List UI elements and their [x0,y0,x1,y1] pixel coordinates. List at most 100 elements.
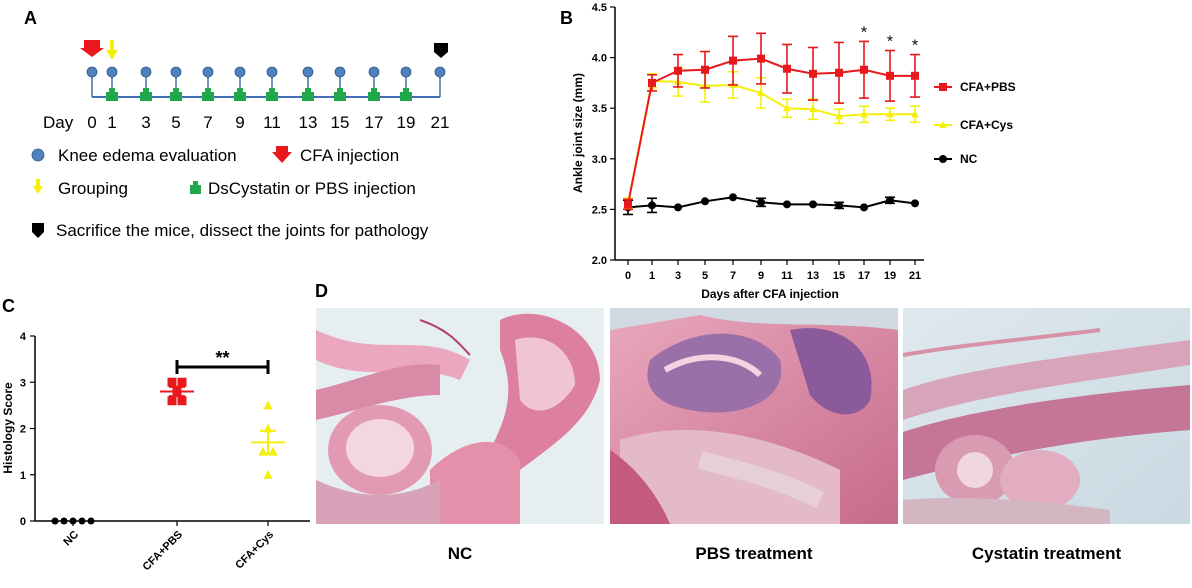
sacrifice-legend-icon [32,223,44,238]
data-point [87,517,95,525]
data-point [701,197,709,206]
day-label: 13 [299,113,318,132]
day-labels: 0 1 3 5 7 9 11 13 15 17 19 21 [87,113,449,132]
group-cfa-pbs [160,377,194,406]
data-point [860,65,868,74]
injection-marker-cap [269,88,275,93]
series-line [627,57,915,205]
series-line [627,196,916,209]
data-point [911,110,919,118]
y-tick-label: 4 [20,331,27,343]
knee-evaluation-node [106,66,118,78]
panel-c-letter: C [2,296,15,316]
day-label: 21 [431,113,450,132]
injection-marker-cap [109,88,115,93]
legend-label: CFA+Cys [960,118,1013,132]
micrograph-nc [316,308,604,524]
knee-evaluation-node [400,66,412,78]
x-tick-label: 0 [625,270,631,282]
data-point [263,469,273,479]
y-tick-label: 2.5 [592,204,607,216]
group-cfa-cys [251,400,285,479]
injection-marker [334,92,346,101]
data-point [69,517,77,525]
histology-chart: 0 1 2 3 4 NC CFA+PBS CFA+Cys ** Histology Scor… [1,331,310,573]
y-tick-label: 2 [20,424,26,436]
series-cfa-cys [623,66,920,210]
day-label: 7 [203,113,212,132]
data-point [729,56,737,65]
panel-d-letter: D [315,281,328,301]
data-point [886,71,894,80]
data-point [167,377,177,387]
x-tick-label: 7 [730,270,736,282]
legend-marker [939,83,947,91]
day-label: 11 [263,113,281,132]
data-point [835,68,843,77]
data-point [809,105,817,113]
y-tick-label: 0 [20,516,26,528]
x-tick-label: 5 [702,270,708,282]
x-tick-label: 3 [675,270,681,282]
day-label: 9 [235,113,244,132]
x-tick-label: 21 [909,270,921,282]
y-tick-label: 4.0 [592,53,607,65]
data-point [783,104,791,112]
injection-marker [266,92,278,101]
day-label: 17 [365,113,384,132]
data-point [263,400,273,410]
x-tick-label: 9 [758,270,764,282]
x-tick-label: 15 [833,270,845,282]
ds-injection-icon [190,181,201,194]
knee-evaluation-node [302,66,314,78]
data-point [729,193,737,202]
data-point [757,54,765,63]
injection-marker [202,92,214,101]
caption-pbs: PBS treatment [695,544,813,563]
data-point [648,201,656,210]
data-point [701,65,709,74]
x-tick-label: 1 [649,270,655,282]
day-prefix: Day [43,113,74,132]
cfa-arrow-icon [80,40,104,57]
injection-marker [234,92,246,101]
knee-evaluation-node [202,66,214,78]
injection-marker [140,92,152,101]
data-point [809,200,817,209]
knee-evaluation-node [434,66,446,78]
legend-marker [939,155,947,163]
day-label: 15 [331,113,350,132]
chart-b-xlabel: Days after CFA injection [701,287,839,301]
data-point [835,112,843,120]
legend-cfa-injection: CFA injection [300,146,399,165]
legend-marker [939,121,947,128]
injection-marker [106,92,118,101]
group-nc [51,517,95,525]
legend-grouping: Grouping [58,179,128,198]
data-point [860,203,868,212]
data-point [177,396,187,406]
injection-marker [302,92,314,101]
legend-label: NC [960,152,978,166]
data-point [674,66,682,75]
y-tick-label: 3 [20,377,26,389]
series-cfa-pbs [623,32,920,211]
day-label: 1 [107,113,116,132]
data-point [911,71,919,80]
x-tick-label: CFA+Cys [233,529,276,572]
day-label: 0 [87,113,96,132]
y-tick-label: 3.5 [592,103,607,115]
injection-marker-cap [205,88,211,93]
panel-b-letter: B [560,8,573,28]
injection-marker [400,92,412,101]
significance-star: * [912,38,918,55]
day-label: 5 [171,113,180,132]
micrograph-pbs [610,308,898,524]
data-point [809,69,817,78]
y-tick-label: 2.0 [592,255,607,267]
data-point [648,78,656,87]
legend-ds-injection: DsCystatin or PBS injection [208,179,416,198]
data-point [624,200,632,209]
data-point [886,110,894,118]
significance-star: * [861,24,867,41]
